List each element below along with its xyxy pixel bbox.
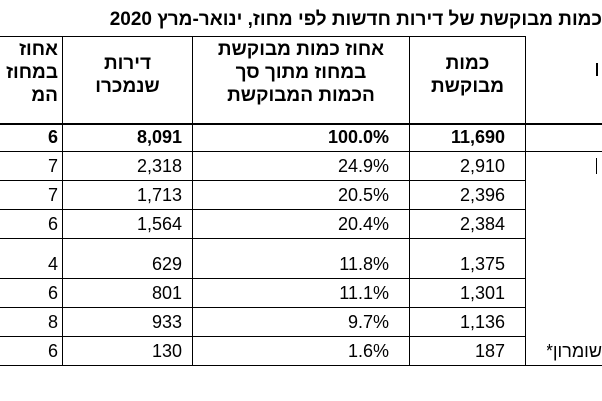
cell-partial: 6: [47, 283, 58, 303]
header-demand-line: מבוקשת: [430, 76, 505, 97]
header-sold: דירות שנמכרו: [63, 52, 192, 112]
rule-header-top: [0, 36, 526, 37]
cell-pct: 24.9%: [337, 156, 389, 176]
header-share-partial-line: אחוז: [19, 39, 58, 60]
rule-row: [0, 336, 526, 337]
rule-header-bottom: [0, 123, 602, 125]
cropped-glyph: [596, 63, 598, 76]
cell-demand: 1,301: [459, 283, 505, 303]
cell-partial: 8: [47, 312, 58, 332]
rule-row: [0, 307, 526, 308]
cell-demand: 2,396: [459, 185, 505, 205]
header-pct-line: אחוז כמות מבוקשת: [217, 39, 385, 60]
rule-col: [525, 36, 526, 366]
cell-sold: 629: [151, 254, 182, 274]
header-share-partial-line: במחוז: [6, 62, 58, 83]
cell-sold: 801: [151, 283, 182, 303]
cell-partial: 7: [47, 185, 58, 205]
title-text: כמות מבוקשת של דירות חדשות לפי מחוז, ינו…: [157, 9, 602, 30]
header-pct-line: הכמות המבוקשת: [227, 85, 375, 106]
cell-pct: 100.0%: [327, 127, 389, 147]
rule-row: [0, 180, 526, 181]
cell-partial: 6: [47, 214, 58, 234]
cell-sold: 1,713: [136, 185, 182, 205]
cell-sold: 933: [151, 312, 182, 332]
cell-demand: 2,384: [459, 214, 505, 234]
header-pct-of-total: אחוז כמות מבוקשת במחוז מתוך סך הכמות המב…: [193, 38, 409, 122]
header-demand-line: כמות: [445, 53, 490, 74]
cell-demand: 1,375: [459, 254, 505, 274]
cell-pct: 9.7%: [347, 312, 389, 332]
cell-demand: 11,690: [450, 127, 505, 147]
rule-row: [0, 278, 526, 279]
cell-pct: 11.8%: [339, 254, 389, 274]
rule-row: [0, 238, 526, 239]
cell-sold: 1,564: [136, 214, 182, 234]
rule-row: [0, 209, 526, 210]
cropped-glyph: [596, 158, 597, 174]
cell-sold: 130: [151, 341, 182, 361]
cell-pct: 1.6%: [347, 341, 389, 361]
cell-pct: 20.5%: [337, 185, 389, 205]
cell-district-name: שומרון*: [547, 341, 602, 361]
cell-pct: 11.1%: [339, 283, 389, 303]
header-sold-line: דירות: [103, 53, 152, 74]
rule-col: [192, 36, 193, 366]
header-sold-line: שנמכרו: [95, 76, 160, 97]
header-demand: כמות מבוקשת: [410, 52, 525, 112]
rule-col: [409, 36, 410, 366]
cell-partial: 6: [47, 341, 58, 361]
cell-demand: 1,136: [459, 312, 505, 332]
table-title: כמות מבוקשת של דירות חדשות לפי מחוז, ינו…: [4, 8, 602, 32]
cell-partial: 6: [47, 127, 58, 147]
cell-sold: 2,318: [136, 156, 182, 176]
rule-row: [0, 151, 602, 152]
cell-partial: 4: [47, 254, 58, 274]
cell-partial: 7: [47, 156, 58, 176]
header-share-partial: אחוז במחוז המ: [0, 38, 62, 122]
rule-bottom: [0, 365, 602, 366]
cell-sold: 8,091: [136, 127, 182, 147]
header-pct-line: במחוז מתוך סך: [235, 62, 367, 83]
cell-pct: 20.4%: [337, 214, 389, 234]
header-share-partial-line: המ: [31, 85, 58, 106]
cell-demand: 2,910: [459, 156, 505, 176]
title-year: 2020: [109, 9, 152, 30]
cell-demand: 187: [474, 341, 505, 361]
rule-col: [62, 36, 63, 366]
